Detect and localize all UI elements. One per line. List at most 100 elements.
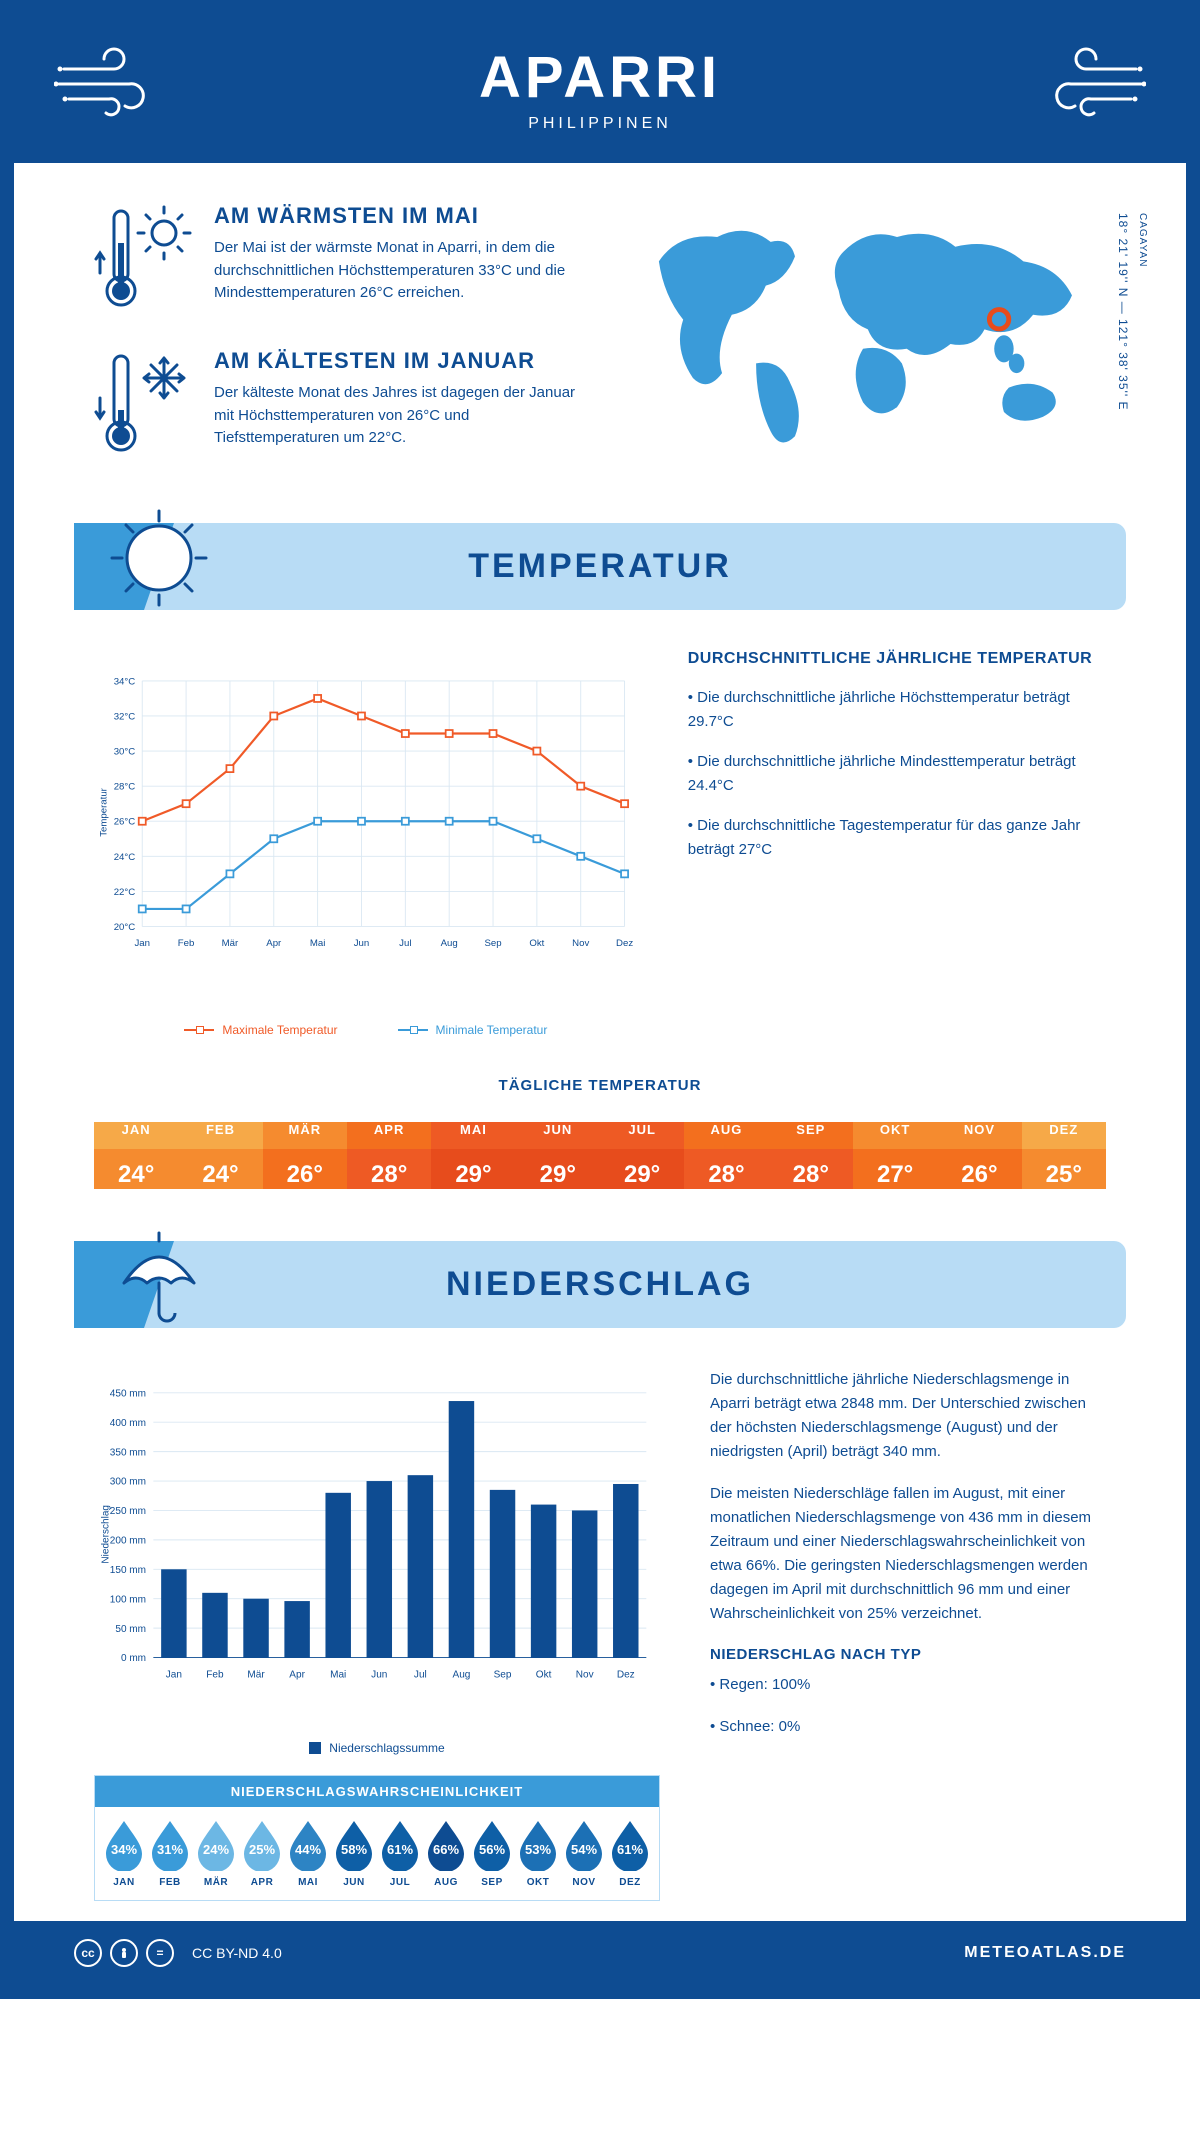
svg-text:Aug: Aug xyxy=(441,938,458,949)
temp-bullet-1: • Die durchschnittliche jährliche Mindes… xyxy=(688,750,1106,798)
daily-temp-cell: APR28° xyxy=(347,1110,431,1201)
svg-text:Nov: Nov xyxy=(572,938,589,949)
daily-temp-cell: OKT27° xyxy=(853,1110,937,1201)
legend-max: Maximale Temperatur xyxy=(222,1023,337,1037)
daily-temp-cell: MAI29° xyxy=(431,1110,515,1201)
daily-temp-cell: SEP28° xyxy=(769,1110,853,1201)
daily-temp-cell: MÄR26° xyxy=(263,1110,347,1201)
svg-text:Sep: Sep xyxy=(494,1670,512,1681)
prob-drop: 24%MÄR xyxy=(195,1819,237,1888)
coldest-fact: AM KÄLTESTEN IM JANUAR Der kälteste Mona… xyxy=(94,348,580,463)
svg-text:Dez: Dez xyxy=(616,938,633,949)
coldest-title: AM KÄLTESTEN IM JANUAR xyxy=(214,348,580,374)
svg-text:32°C: 32°C xyxy=(114,711,136,722)
svg-text:Jan: Jan xyxy=(134,938,150,949)
precip-chart-legend: Niederschlagssumme xyxy=(94,1741,660,1755)
intro-section: AM WÄRMSTEN IM MAI Der Mai ist der wärms… xyxy=(14,163,1186,523)
prob-drop: 58%JUN xyxy=(333,1819,375,1888)
prob-title: NIEDERSCHLAGSWAHRSCHEINLICHKEIT xyxy=(95,1776,659,1807)
svg-text:400 mm: 400 mm xyxy=(110,1418,146,1429)
daily-temp-cell: JUL29° xyxy=(600,1110,684,1201)
prob-drop: 66%AUG xyxy=(425,1819,467,1888)
prob-drop: 25%APR xyxy=(241,1819,283,1888)
warmest-title: AM WÄRMSTEN IM MAI xyxy=(214,203,580,229)
svg-text:22°C: 22°C xyxy=(114,887,136,898)
svg-text:Jun: Jun xyxy=(354,938,370,949)
svg-text:Okt: Okt xyxy=(536,1670,552,1681)
section-title-precipitation: NIEDERSCHLAG xyxy=(94,1265,1106,1304)
prob-drop: 56%SEP xyxy=(471,1819,513,1888)
cc-nd-icon: = xyxy=(146,1939,174,1967)
svg-text:50 mm: 50 mm xyxy=(115,1624,146,1635)
svg-text:Aug: Aug xyxy=(453,1670,471,1681)
coldest-text: Der kälteste Monat des Jahres ist dagege… xyxy=(214,382,580,450)
legend-min: Minimale Temperatur xyxy=(436,1023,548,1037)
svg-text:Feb: Feb xyxy=(206,1670,224,1681)
svg-text:24°C: 24°C xyxy=(114,852,136,863)
daily-temp-row: JAN24°FEB24°MÄR26°APR28°MAI29°JUN29°JUL2… xyxy=(94,1110,1106,1201)
svg-text:Jan: Jan xyxy=(166,1670,182,1681)
precip-para-1: Die durchschnittliche jährliche Niedersc… xyxy=(710,1368,1106,1464)
precip-type-heading: NIEDERSCHLAG NACH TYP xyxy=(710,1646,1106,1663)
svg-text:26°C: 26°C xyxy=(114,817,136,828)
temp-summary-heading: DURCHSCHNITTLICHE JÄHRLICHE TEMPERATUR xyxy=(688,650,1106,668)
daily-temp-cell: DEZ25° xyxy=(1022,1110,1106,1201)
svg-text:Feb: Feb xyxy=(178,938,195,949)
svg-text:Mär: Mär xyxy=(247,1670,265,1681)
legend-precip: Niederschlagssumme xyxy=(329,1741,444,1755)
precip-type-1: • Schnee: 0% xyxy=(710,1715,1106,1739)
svg-text:Jun: Jun xyxy=(371,1670,387,1681)
wind-icon xyxy=(1036,44,1146,124)
world-map xyxy=(620,203,1106,456)
prob-drop: 31%FEB xyxy=(149,1819,191,1888)
temperature-banner: TEMPERATUR xyxy=(74,523,1126,610)
temp-bullet-2: • Die durchschnittliche Tagestemperatur … xyxy=(688,814,1106,862)
svg-text:Jul: Jul xyxy=(399,938,411,949)
umbrella-icon xyxy=(104,1221,214,1331)
temperature-chart: 20°C22°C24°C26°C28°C30°C32°C34°CJanFebMä… xyxy=(94,650,638,1037)
svg-text:Sep: Sep xyxy=(484,938,501,949)
svg-text:Nov: Nov xyxy=(576,1670,594,1681)
svg-text:300 mm: 300 mm xyxy=(110,1477,146,1488)
svg-text:Apr: Apr xyxy=(266,938,282,949)
svg-text:Okt: Okt xyxy=(529,938,544,949)
svg-text:Mär: Mär xyxy=(222,938,239,949)
warmest-fact: AM WÄRMSTEN IM MAI Der Mai ist der wärms… xyxy=(94,203,580,318)
header: APARRI PHILIPPINEN xyxy=(14,14,1186,163)
temp-chart-legend: Maximale Temperatur Minimale Temperatur xyxy=(94,1023,638,1037)
precipitation-chart: 0 mm50 mm100 mm150 mm200 mm250 mm300 mm3… xyxy=(94,1368,660,1728)
sun-icon xyxy=(104,503,214,613)
prob-drop: 61%JUL xyxy=(379,1819,421,1888)
prob-drop: 61%DEZ xyxy=(609,1819,651,1888)
cc-by-icon xyxy=(110,1939,138,1967)
license-text: CC BY-ND 4.0 xyxy=(192,1945,282,1961)
page-subtitle: PHILIPPINEN xyxy=(34,115,1166,133)
svg-text:30°C: 30°C xyxy=(114,747,136,758)
prob-drop: 53%OKT xyxy=(517,1819,559,1888)
warmest-text: Der Mai ist der wärmste Monat in Aparri,… xyxy=(214,237,580,305)
svg-text:Niederschlag: Niederschlag xyxy=(101,1505,112,1564)
svg-text:200 mm: 200 mm xyxy=(110,1536,146,1547)
svg-text:250 mm: 250 mm xyxy=(110,1506,146,1517)
prob-drop: 54%NOV xyxy=(563,1819,605,1888)
daily-temp-cell: JAN24° xyxy=(94,1110,178,1201)
svg-text:0 mm: 0 mm xyxy=(121,1653,146,1664)
daily-temp-cell: AUG28° xyxy=(684,1110,768,1201)
precip-para-2: Die meisten Niederschläge fallen im Augu… xyxy=(710,1482,1106,1626)
svg-text:350 mm: 350 mm xyxy=(110,1447,146,1458)
coordinates: 18° 21' 19'' N — 121° 38' 35'' E xyxy=(1116,213,1130,410)
precipitation-banner: NIEDERSCHLAG xyxy=(74,1241,1126,1328)
region-label: CAGAYAN xyxy=(1137,213,1148,267)
svg-text:34°C: 34°C xyxy=(114,676,136,687)
svg-text:28°C: 28°C xyxy=(114,782,136,793)
svg-text:100 mm: 100 mm xyxy=(110,1594,146,1605)
svg-text:Apr: Apr xyxy=(289,1670,305,1681)
svg-text:Jul: Jul xyxy=(414,1670,427,1681)
temp-bullet-0: • Die durchschnittliche jährliche Höchst… xyxy=(688,686,1106,734)
precipitation-probability-box: NIEDERSCHLAGSWAHRSCHEINLICHKEIT 34%JAN31… xyxy=(94,1775,660,1901)
precip-type-0: • Regen: 100% xyxy=(710,1673,1106,1697)
footer: cc = CC BY-ND 4.0 METEOATLAS.DE xyxy=(14,1921,1186,1985)
daily-temp-title: TÄGLICHE TEMPERATUR xyxy=(14,1077,1186,1094)
thermometer-cold-icon xyxy=(94,348,194,458)
thermometer-hot-icon xyxy=(94,203,194,313)
